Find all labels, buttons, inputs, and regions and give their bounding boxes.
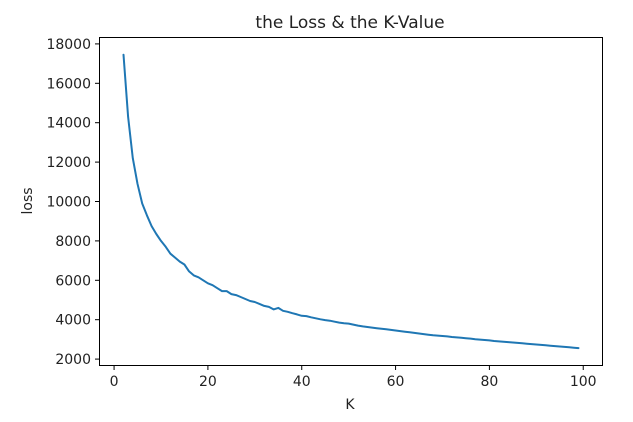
y-tick-label: 2000 xyxy=(55,352,91,368)
y-tick-label: 6000 xyxy=(55,273,91,289)
x-axis: 0 20 40 60 80 100 xyxy=(110,365,597,390)
x-tick-label: 60 xyxy=(387,374,405,390)
y-tick-label: 4000 xyxy=(55,313,91,329)
y-tick-label: 18000 xyxy=(46,37,91,53)
chart-title: the Loss & the K-Value xyxy=(255,13,444,33)
x-axis-label: K xyxy=(345,397,355,413)
loss-series-line xyxy=(122,53,580,350)
x-tick-label: 40 xyxy=(293,374,311,390)
x-tick-label: 100 xyxy=(570,374,597,390)
y-tick-label: 12000 xyxy=(46,155,91,171)
plot-area-frame xyxy=(99,37,603,366)
y-tick-label: 10000 xyxy=(46,195,91,211)
y-axis-label: loss xyxy=(20,187,36,214)
x-tick-label: 80 xyxy=(480,374,498,390)
y-tick-label: 8000 xyxy=(55,234,91,250)
y-tick-label: 14000 xyxy=(46,116,91,132)
x-tick-label: 20 xyxy=(199,374,217,390)
y-axis: 2000 4000 6000 8000 10000 12000 14000 16000 1800… xyxy=(46,37,100,368)
x-tick-label: 0 xyxy=(110,374,119,390)
y-tick-label: 16000 xyxy=(46,76,91,92)
